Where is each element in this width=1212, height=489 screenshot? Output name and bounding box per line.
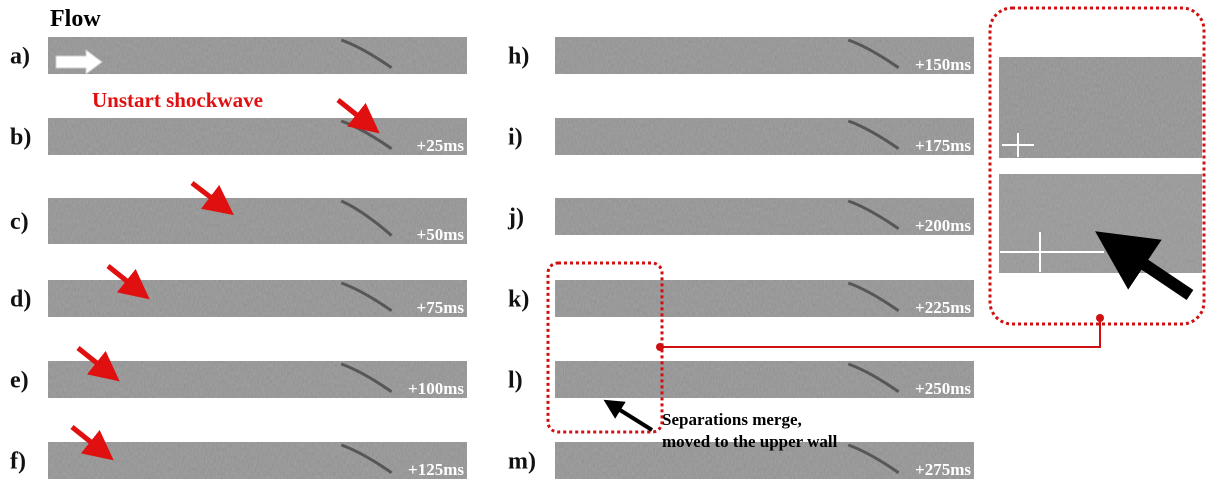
panel-label: d)	[10, 287, 31, 313]
inset-image	[999, 57, 1202, 158]
schlieren-image	[48, 118, 467, 155]
schlieren-image	[555, 361, 974, 398]
time-label: +225ms	[915, 298, 971, 317]
connector	[660, 318, 1100, 347]
connector-dot	[656, 343, 664, 351]
panel-label: i)	[508, 125, 523, 151]
panel-label: a)	[10, 44, 30, 70]
annotation: Separations merge,	[662, 410, 802, 429]
time-label: +200ms	[915, 216, 971, 235]
time-label: +125ms	[408, 460, 464, 479]
schlieren-image	[48, 442, 467, 479]
schlieren-image	[48, 37, 467, 74]
figure: Flow a) b) +25ms c) +50ms d) +75ms e) +100ms f) +1…	[0, 0, 1212, 489]
flow-title: Flow	[50, 6, 101, 32]
panel-label: f)	[10, 449, 26, 475]
time-label: +100ms	[408, 379, 464, 398]
annotation: Unstart shockwave	[92, 88, 263, 112]
panel-label: j)	[507, 205, 524, 231]
time-label: +150ms	[915, 55, 971, 74]
panel-label: k)	[508, 287, 529, 313]
schlieren-image	[555, 37, 974, 74]
panel-label: l)	[508, 368, 523, 394]
time-label: +50ms	[417, 225, 465, 244]
annotation: moved to the upper wall	[662, 432, 838, 451]
time-label: +25ms	[417, 136, 465, 155]
schlieren-image	[555, 118, 974, 155]
schlieren-image	[555, 198, 974, 235]
schlieren-image	[48, 280, 467, 317]
schlieren-image	[48, 198, 467, 244]
panel-label: e)	[10, 368, 29, 394]
time-label: +175ms	[915, 136, 971, 155]
time-label: +75ms	[417, 298, 465, 317]
time-label: +275ms	[915, 460, 971, 479]
inset-image	[999, 174, 1202, 273]
schlieren-image	[555, 280, 974, 317]
panel-label: m)	[508, 449, 536, 475]
panel-label: b)	[10, 125, 31, 151]
schlieren-image	[48, 361, 467, 398]
time-label: +250ms	[915, 379, 971, 398]
panel-label: c)	[10, 209, 29, 235]
black-arrow	[612, 405, 652, 430]
page: {"header": {"title": "Flow"}, "annotatio…	[0, 0, 1212, 489]
panel-label: h)	[508, 44, 529, 70]
connector-dot	[1096, 314, 1104, 322]
